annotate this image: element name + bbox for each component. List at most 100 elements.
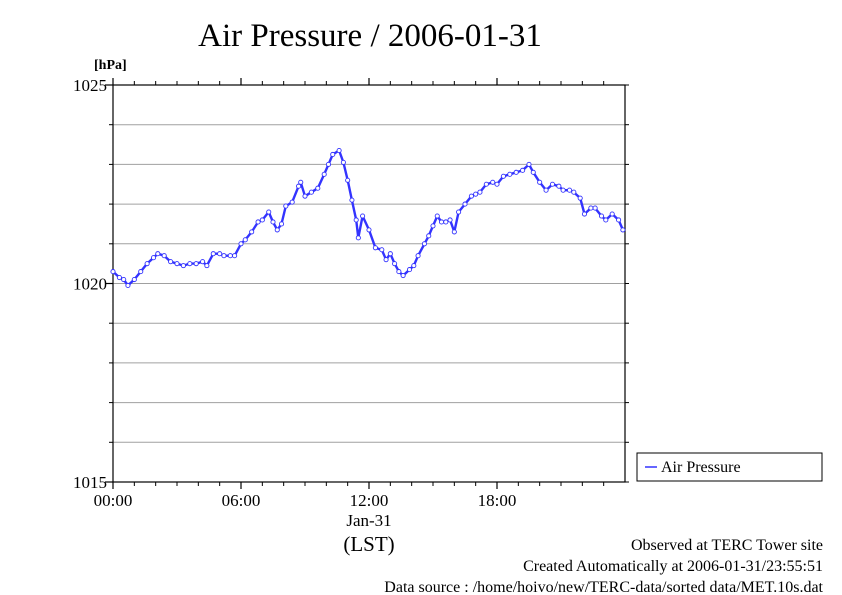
data-point: [125, 282, 131, 289]
y-axis: 1015 1020 1025: [73, 76, 629, 492]
x-tick-label: 18:00: [478, 491, 517, 510]
footer-observed-site: Observed at TERC Tower site: [631, 537, 823, 554]
data-point: [174, 261, 180, 267]
data-point: [411, 263, 417, 269]
legend-box: [636, 452, 823, 482]
x-axis-label: (LST): [343, 532, 394, 556]
data-point: [443, 219, 449, 225]
data-point: [473, 191, 479, 197]
data-point: [530, 169, 536, 175]
data-point: [308, 189, 314, 195]
data-point: [396, 269, 402, 275]
data-point: [426, 233, 432, 239]
data-point: [200, 259, 206, 265]
data-point: [161, 253, 167, 259]
footer-created-timestamp: Created Automatically at 2006-01-31/23:5…: [523, 558, 823, 575]
data-point: [249, 229, 255, 235]
data-point: [400, 273, 406, 279]
data-point: [387, 251, 393, 257]
data-point: [616, 217, 622, 223]
data-point: [549, 181, 556, 187]
data-point: [232, 253, 238, 259]
data-point: [298, 179, 304, 185]
data-point: [447, 217, 453, 223]
data-point: [296, 183, 302, 189]
data-point: [168, 259, 174, 265]
data-point: [571, 189, 577, 195]
data-point: [274, 227, 280, 233]
data-point: [507, 171, 513, 177]
data-point: [345, 177, 351, 183]
x-tick-label: 00:00: [94, 491, 133, 510]
data-point: [353, 217, 359, 223]
data-point: [543, 187, 549, 193]
data-point: [451, 229, 457, 235]
data-point: [121, 276, 127, 283]
data-point: [270, 219, 276, 225]
data-point: [620, 227, 626, 233]
data-point: [315, 185, 321, 191]
data-point: [577, 195, 583, 201]
chart-title: Air Pressure / 2006-01-31: [198, 18, 542, 54]
data-point: [438, 219, 445, 225]
data-point: [462, 201, 468, 207]
data-point: [500, 173, 506, 179]
data-point: [336, 147, 342, 154]
data-point: [150, 255, 157, 261]
data-point: [242, 237, 248, 243]
data-point: [217, 251, 223, 257]
data-point: [592, 205, 598, 211]
data-point: [289, 199, 295, 205]
data-point: [302, 193, 308, 199]
data-point: [379, 247, 385, 253]
y-axis-unit-label: [hPa]: [94, 58, 127, 73]
data-point: [210, 251, 216, 257]
data-point: [155, 251, 161, 257]
data-series-layer: [110, 147, 626, 289]
data-point: [372, 245, 378, 251]
data-point: [415, 253, 421, 259]
data-point: [434, 213, 440, 219]
data-point: [392, 261, 398, 267]
data-point: [483, 181, 489, 187]
data-point: [560, 187, 566, 193]
data-point: [138, 269, 144, 275]
data-point: [255, 219, 261, 225]
data-point: [221, 253, 227, 259]
grid-lines: [113, 124, 625, 443]
data-point: [406, 267, 413, 273]
data-point: [430, 223, 436, 229]
data-point: [537, 179, 543, 185]
data-point: [321, 171, 327, 177]
data-point: [349, 197, 355, 203]
data-point: [490, 179, 496, 185]
data-point: [340, 159, 346, 165]
y-tick-label: 1015: [73, 473, 107, 492]
data-point: [477, 189, 483, 195]
data-point: [383, 257, 389, 263]
data-point: [494, 181, 500, 187]
data-point: [355, 235, 361, 241]
data-point: [238, 241, 244, 247]
data-point: [187, 261, 193, 267]
y-tick-label: 1025: [73, 76, 107, 95]
x-date-label: Jan-31: [346, 511, 391, 530]
data-point: [598, 213, 605, 219]
data-point: [204, 263, 210, 269]
legend: Air Pressure: [636, 452, 823, 482]
data-point: [588, 205, 594, 211]
data-point: [116, 274, 122, 281]
footer-data-source: Data source : /home/hoivo/new/TERC-data/…: [384, 579, 823, 595]
data-point: [259, 217, 265, 223]
data-point: [566, 187, 573, 193]
data-point: [421, 241, 428, 247]
data-point: [131, 276, 137, 283]
x-axis: 00:00 06:00 12:00 18:00: [94, 78, 605, 510]
data-point: [283, 203, 289, 209]
data-point: [456, 209, 462, 215]
data-point: [581, 211, 588, 217]
legend-entry-air-pressure: Air Pressure: [661, 459, 741, 476]
data-point: [180, 263, 186, 269]
data-point: [609, 211, 615, 217]
data-point: [330, 151, 336, 158]
